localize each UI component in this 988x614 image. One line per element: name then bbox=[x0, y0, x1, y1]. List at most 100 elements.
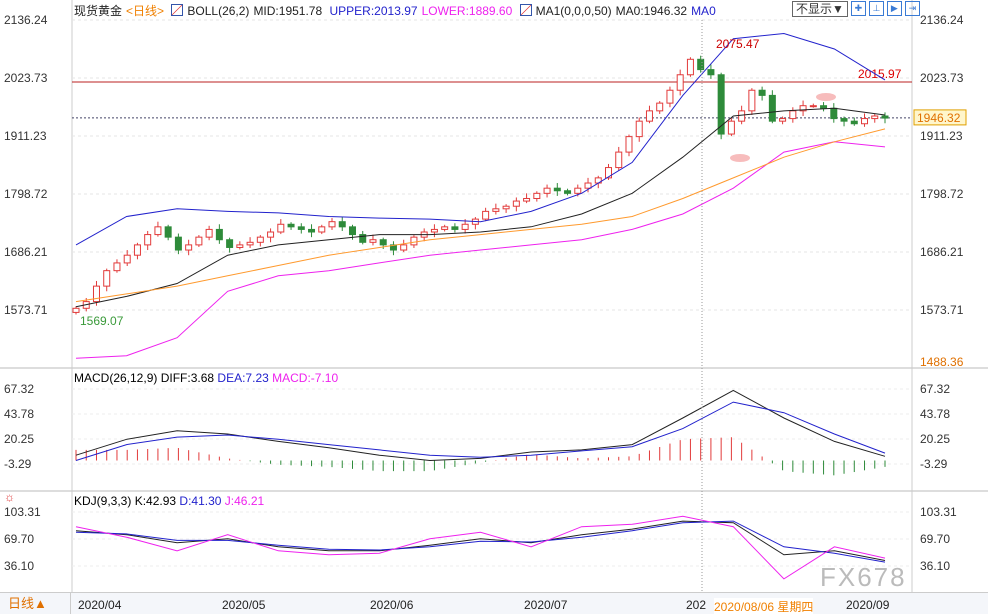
macd-tick-left: 43.78 bbox=[4, 407, 34, 421]
series-upper bbox=[75, 32, 886, 246]
candle-up bbox=[267, 231, 275, 238]
candle-down bbox=[287, 223, 295, 228]
candle-down bbox=[215, 228, 223, 241]
kdj-tick-left: 36.10 bbox=[4, 559, 34, 573]
boll-upper: UPPER:2013.97 bbox=[329, 4, 418, 18]
candle-up bbox=[676, 74, 684, 91]
kdj-k: K:42.93 bbox=[134, 494, 177, 508]
candle-up bbox=[133, 244, 141, 256]
y-tick-right: 2136.24 bbox=[920, 13, 964, 27]
ma0-value: MA0:1946.32 bbox=[615, 4, 688, 18]
candle-down bbox=[379, 239, 387, 246]
macd-tick-right: 43.78 bbox=[920, 407, 950, 421]
y-tick-left: 2023.73 bbox=[4, 71, 48, 85]
macd-value: MACD:-7.10 bbox=[272, 371, 339, 385]
candle-up bbox=[195, 236, 203, 246]
candle-up bbox=[523, 197, 531, 202]
y-axis-min-label: 1488.36 bbox=[920, 355, 964, 369]
candle-up bbox=[615, 151, 623, 169]
period-button[interactable]: 日线▲ bbox=[0, 593, 71, 614]
kdj-label: KDJ(9,3,3) bbox=[74, 494, 132, 508]
fit-vertical-icon[interactable]: ⊥ bbox=[868, 1, 884, 16]
candle-up bbox=[779, 118, 787, 122]
candle-up bbox=[369, 239, 377, 243]
candle-up bbox=[666, 89, 674, 104]
candle-down bbox=[226, 239, 234, 248]
candle-down bbox=[359, 234, 367, 243]
candle-down bbox=[840, 118, 848, 122]
candle-up bbox=[92, 285, 100, 303]
y-tick-right: 1573.71 bbox=[920, 303, 964, 317]
candle-up bbox=[461, 223, 469, 230]
resistance-label: 2015.97 bbox=[858, 67, 902, 81]
date-label: 202 bbox=[686, 598, 707, 612]
settings-sun-icon[interactable]: ☼ bbox=[4, 490, 15, 504]
candle-up bbox=[400, 244, 408, 251]
display-select[interactable]: 不显示▼ bbox=[792, 1, 848, 17]
candle-up bbox=[482, 210, 490, 220]
kdj-tick-right: 36.10 bbox=[920, 559, 950, 573]
candle-up bbox=[123, 254, 131, 264]
candle-up bbox=[584, 182, 592, 189]
candle-down bbox=[348, 226, 356, 236]
date-label: 2020/09 bbox=[846, 598, 890, 612]
kdj-tick-left: 103.31 bbox=[4, 505, 41, 519]
candle-down bbox=[850, 120, 858, 125]
candle-down bbox=[820, 105, 828, 109]
candle-down bbox=[758, 89, 766, 96]
macd-tick-left: 67.32 bbox=[4, 382, 34, 396]
candle-up bbox=[512, 200, 520, 207]
y-tick-left: 1686.21 bbox=[4, 245, 48, 259]
indicator-icon[interactable] bbox=[171, 4, 184, 16]
date-axis: 日线▲ 2020/04 2020/05 2020/06 2020/07 202 … bbox=[0, 592, 988, 614]
macd-diff: DIFF:3.68 bbox=[160, 371, 215, 385]
date-label: 2020/07 bbox=[524, 598, 568, 612]
kdj-d: D:41.30 bbox=[179, 494, 222, 508]
y-tick-right: 1798.72 bbox=[920, 187, 964, 201]
toolbar: 不显示▼ ✚ ⊥ ▶ ⇥ bbox=[792, 1, 920, 17]
macd-diff-line bbox=[75, 389, 886, 462]
macd-tick-right: -3.29 bbox=[920, 457, 948, 471]
boll-mid: MID:1951.78 bbox=[253, 4, 323, 18]
low-label: 1569.07 bbox=[80, 314, 124, 328]
candle-up bbox=[789, 110, 797, 120]
indicator-icon[interactable] bbox=[519, 4, 532, 16]
y-tick-right: 1911.23 bbox=[920, 129, 963, 143]
candle-up bbox=[410, 236, 418, 246]
y-tick-right: 1686.21 bbox=[920, 245, 964, 259]
candle-up bbox=[738, 110, 746, 122]
candle-up bbox=[328, 221, 336, 228]
macd-tick-right: 67.32 bbox=[920, 382, 950, 396]
highlight-marker bbox=[730, 154, 750, 162]
crosshair-icon[interactable]: ✚ bbox=[850, 1, 866, 16]
series-lower bbox=[75, 141, 886, 359]
candle-up bbox=[686, 58, 694, 76]
candle-down bbox=[174, 236, 182, 251]
y-tick-left: 1798.72 bbox=[4, 187, 48, 201]
date-label: 2020/06 bbox=[370, 598, 414, 612]
date-label: 2020/05 bbox=[222, 598, 266, 612]
candle-down bbox=[768, 94, 776, 122]
candle-up bbox=[727, 120, 735, 135]
macd-dea: DEA:7.23 bbox=[217, 371, 269, 385]
fit-right-icon[interactable]: ▶ bbox=[886, 1, 902, 16]
boll-lower: LOWER:1889.60 bbox=[421, 4, 513, 18]
candle-up bbox=[492, 208, 500, 212]
candle-up bbox=[113, 262, 121, 272]
date-label: 2020/04 bbox=[78, 598, 122, 612]
candle-up bbox=[246, 241, 254, 246]
candle-down bbox=[697, 58, 705, 71]
y-tick-right: 2023.73 bbox=[920, 71, 964, 85]
y-tick-left: 1573.71 bbox=[4, 303, 48, 317]
high-label: 2075.47 bbox=[716, 37, 760, 51]
candle-up bbox=[154, 226, 162, 236]
macd-dea-line bbox=[75, 401, 886, 461]
candle-up bbox=[871, 115, 879, 120]
scroll-end-icon[interactable]: ⇥ bbox=[904, 1, 920, 16]
candle-up bbox=[861, 118, 869, 125]
kdj-tick-right: 69.70 bbox=[920, 532, 950, 546]
watermark: FX678 bbox=[820, 562, 907, 592]
candle-up bbox=[277, 223, 285, 233]
candle-up bbox=[103, 270, 111, 287]
